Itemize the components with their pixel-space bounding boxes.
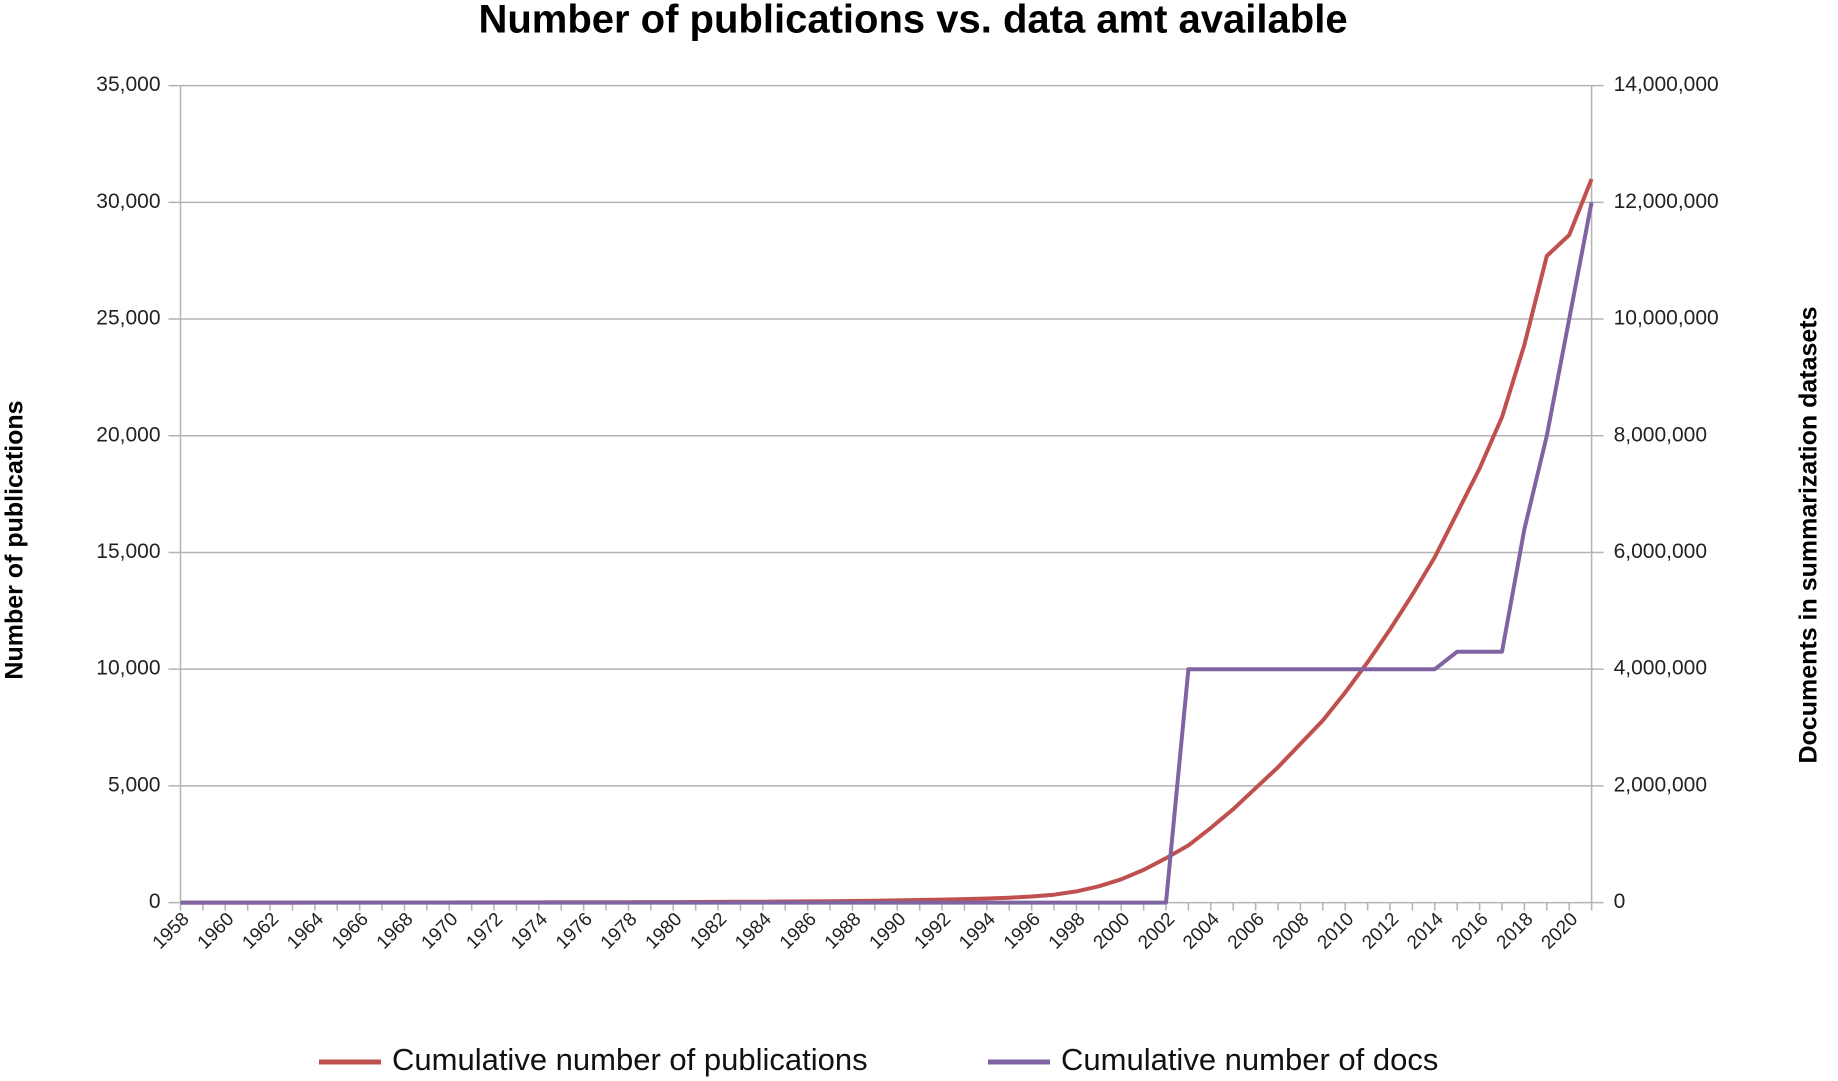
x-tick-label: 1970 [418, 909, 463, 954]
x-tick-label: 1992 [910, 909, 955, 954]
x-tick-label: 1974 [507, 909, 552, 954]
x-tick-label: 1998 [1045, 909, 1090, 954]
x-tick-label: 2010 [1314, 909, 1359, 954]
legend-label: Cumulative number of publications [392, 1042, 868, 1077]
x-tick-label: 1958 [149, 909, 194, 954]
x-tick-label: 2018 [1493, 909, 1538, 954]
x-tick-label: 1976 [552, 909, 597, 954]
x-tick-label: 2006 [1224, 909, 1269, 954]
x-tick-label: 2000 [1090, 909, 1135, 954]
x-tick-label: 1988 [821, 909, 866, 954]
x-tick-label: 2008 [1269, 909, 1314, 954]
chart-title: Number of publications vs. data amt avai… [478, 0, 1347, 42]
x-tick-label: 1968 [373, 909, 418, 954]
data-line [180, 201, 1594, 905]
y-tick-label: 30,000 [96, 190, 160, 213]
y2-tick-label: 10,000,000 [1614, 307, 1719, 330]
x-tick-label: 2014 [1403, 909, 1448, 954]
x-tick-label: 2002 [1134, 909, 1179, 954]
y2-tick-label: 4,000,000 [1614, 657, 1707, 680]
x-tick-label: 1972 [462, 909, 507, 954]
y2-axis-title: Documents in summarization datasets [1795, 306, 1823, 763]
x-tick-label: 1996 [1000, 909, 1045, 954]
x-tick-label: 1978 [597, 909, 642, 954]
x-tick-label: 2004 [1179, 909, 1224, 954]
y-tick-label: 35,000 [96, 73, 160, 96]
data-line [180, 178, 1594, 905]
x-tick-label: 1990 [866, 909, 911, 954]
y-axis-title: Number of publications [1, 400, 29, 679]
x-tick-label: 1964 [283, 909, 328, 954]
y-tick-label: 5,000 [108, 773, 161, 796]
x-tick-label: 2012 [1358, 909, 1403, 954]
y2-tick-label: 2,000,000 [1614, 773, 1707, 796]
x-tick-label: 2020 [1538, 909, 1583, 954]
x-tick-label: 1984 [731, 909, 776, 954]
y2-tick-label: 0 [1614, 890, 1626, 913]
x-tick-label: 1962 [238, 909, 283, 954]
x-tick-label: 1994 [955, 909, 1000, 954]
x-tick-label: 1960 [194, 909, 239, 954]
y2-tick-label: 12,000,000 [1614, 190, 1719, 213]
x-tick-label: 2016 [1448, 909, 1493, 954]
legend-label: Cumulative number of docs [1061, 1042, 1438, 1077]
y2-tick-label: 8,000,000 [1614, 423, 1707, 446]
x-tick-label: 1986 [776, 909, 821, 954]
x-tick-label: 1982 [686, 909, 731, 954]
y-tick-label: 20,000 [96, 423, 160, 446]
x-tick-label: 1966 [328, 909, 373, 954]
y2-tick-label: 14,000,000 [1614, 73, 1719, 96]
y-tick-label: 25,000 [96, 307, 160, 330]
y-tick-label: 0 [149, 890, 161, 913]
y-tick-label: 10,000 [96, 657, 160, 680]
y2-tick-label: 6,000,000 [1614, 540, 1707, 563]
x-tick-label: 1980 [642, 909, 687, 954]
y-tick-label: 15,000 [96, 540, 160, 563]
